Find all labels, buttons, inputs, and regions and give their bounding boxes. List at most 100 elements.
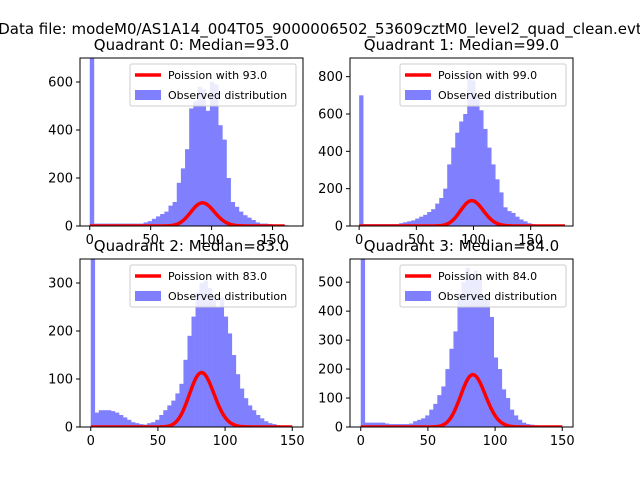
histogram-bar xyxy=(417,419,422,427)
histogram-bar xyxy=(435,203,440,226)
histogram-bar xyxy=(515,216,520,226)
histogram-bar xyxy=(201,89,207,226)
histogram-bar xyxy=(457,293,462,427)
histogram-bar xyxy=(517,419,523,427)
histogram-bar xyxy=(423,214,428,226)
histogram-bar xyxy=(160,214,165,226)
histogram-bar xyxy=(411,220,416,226)
y-tick-label: 100 xyxy=(48,373,73,388)
histogram-bar xyxy=(243,215,248,226)
y-tick-label: 200 xyxy=(318,182,343,197)
histogram-bar xyxy=(501,389,507,427)
histogram-bar xyxy=(185,149,190,226)
histogram-bar xyxy=(214,84,219,226)
histogram-bar xyxy=(380,422,386,427)
histogram-bar xyxy=(218,125,223,226)
y-tick-label: 0 xyxy=(65,421,73,436)
histogram-bar xyxy=(431,209,436,226)
y-tick-label: 0 xyxy=(335,220,343,235)
histogram-bar xyxy=(106,410,112,427)
histogram-bar xyxy=(147,423,152,427)
histogram-bar xyxy=(203,280,208,427)
legend-bar-swatch xyxy=(135,291,161,301)
histogram-bar xyxy=(131,422,136,427)
x-tick-label: 50 xyxy=(150,434,167,449)
histogram-bar xyxy=(191,316,196,427)
panel-title: Quadrant 3: Median=84.0 xyxy=(364,237,559,255)
histogram-bar xyxy=(493,357,499,427)
histogram-bar xyxy=(461,282,466,427)
x-tick-label: 0 xyxy=(86,233,94,248)
histogram-bar xyxy=(180,168,186,226)
histogram-bar xyxy=(491,164,496,226)
legend-label-observed: Observed distribution xyxy=(438,290,557,303)
histogram-bar xyxy=(168,205,173,226)
histogram-bar xyxy=(155,419,160,427)
histogram-bar xyxy=(260,418,265,427)
histogram-bar xyxy=(429,409,434,427)
histogram-bar xyxy=(497,369,503,427)
histogram-bar xyxy=(495,179,500,226)
y-tick-label: 600 xyxy=(318,108,343,123)
histogram-bar xyxy=(102,410,108,427)
histogram-bar xyxy=(176,182,182,226)
x-tick-label: 100 xyxy=(213,434,238,449)
histogram-bar xyxy=(453,331,458,427)
histogram-bars xyxy=(359,71,552,226)
panel-title: Quadrant 2: Median=83.0 xyxy=(94,237,289,255)
histogram-bar xyxy=(487,147,492,226)
histogram-bar xyxy=(372,422,378,427)
histogram-bar xyxy=(523,221,528,226)
histogram-bar xyxy=(255,415,261,427)
histogram-bar xyxy=(499,192,504,226)
histogram-bar xyxy=(197,86,202,226)
histogram-bar xyxy=(143,222,149,226)
legend-box xyxy=(129,264,297,308)
histogram-bar xyxy=(413,421,418,427)
y-tick-label: 200 xyxy=(48,325,73,340)
histogram-bar xyxy=(449,348,454,427)
histogram-bar xyxy=(459,121,464,226)
histogram-bar xyxy=(147,221,153,226)
histogram-bar xyxy=(189,108,194,226)
legend-bar-swatch xyxy=(405,291,431,301)
histogram-bar xyxy=(521,422,527,427)
histogram-bar xyxy=(156,216,161,226)
histogram-bar xyxy=(359,95,364,226)
panel-quadrant-2: 0 50 100 150 0 100 200 300 Quadrant 2: Median=83… xyxy=(48,237,304,449)
histogram-bar xyxy=(199,283,204,427)
histogram-bar xyxy=(519,219,524,226)
poisson-curve xyxy=(90,370,293,427)
histogram-bar xyxy=(226,178,231,226)
histogram-bar xyxy=(403,222,408,226)
histogram-bar xyxy=(513,415,519,427)
histogram-bar xyxy=(243,398,249,427)
figure-suptitle: Data file: modeM0/AS1A14_004T05_90000065… xyxy=(0,20,640,39)
legend-label-poisson: Poission with 99.0 xyxy=(438,69,537,82)
histogram-bar xyxy=(433,403,438,427)
histogram-bar xyxy=(360,259,366,427)
histogram-bars xyxy=(89,58,289,226)
histogram-bar xyxy=(151,218,157,226)
histogram-bar xyxy=(473,270,478,427)
panel-quadrant-3: 0 50 100 150 0 100 200 300 400 500 Quadrant 3: Med… xyxy=(318,237,574,449)
legend: Poission with 83.0 Observed distribution xyxy=(129,264,297,308)
histogram-bar xyxy=(127,419,132,427)
histogram-bar xyxy=(219,297,225,427)
histogram-bar xyxy=(441,386,446,427)
x-tick-label: 150 xyxy=(550,434,575,449)
histogram-bar xyxy=(207,287,212,427)
histogram-bar xyxy=(376,422,382,427)
panel-title: Quadrant 1: Median=99.0 xyxy=(364,36,559,54)
histogram-bar xyxy=(475,95,480,226)
histogram-bar xyxy=(485,299,491,427)
axes-frame xyxy=(349,258,574,428)
x-tick-label: 100 xyxy=(461,233,486,248)
histogram-bar xyxy=(114,412,120,427)
histogram-bar xyxy=(483,128,488,226)
histogram-bar xyxy=(467,71,472,226)
y-tick-label: 500 xyxy=(318,276,343,291)
histogram-bar xyxy=(159,415,164,427)
legend-label-poisson: Poission with 93.0 xyxy=(168,69,267,82)
histogram-bar xyxy=(163,410,168,427)
